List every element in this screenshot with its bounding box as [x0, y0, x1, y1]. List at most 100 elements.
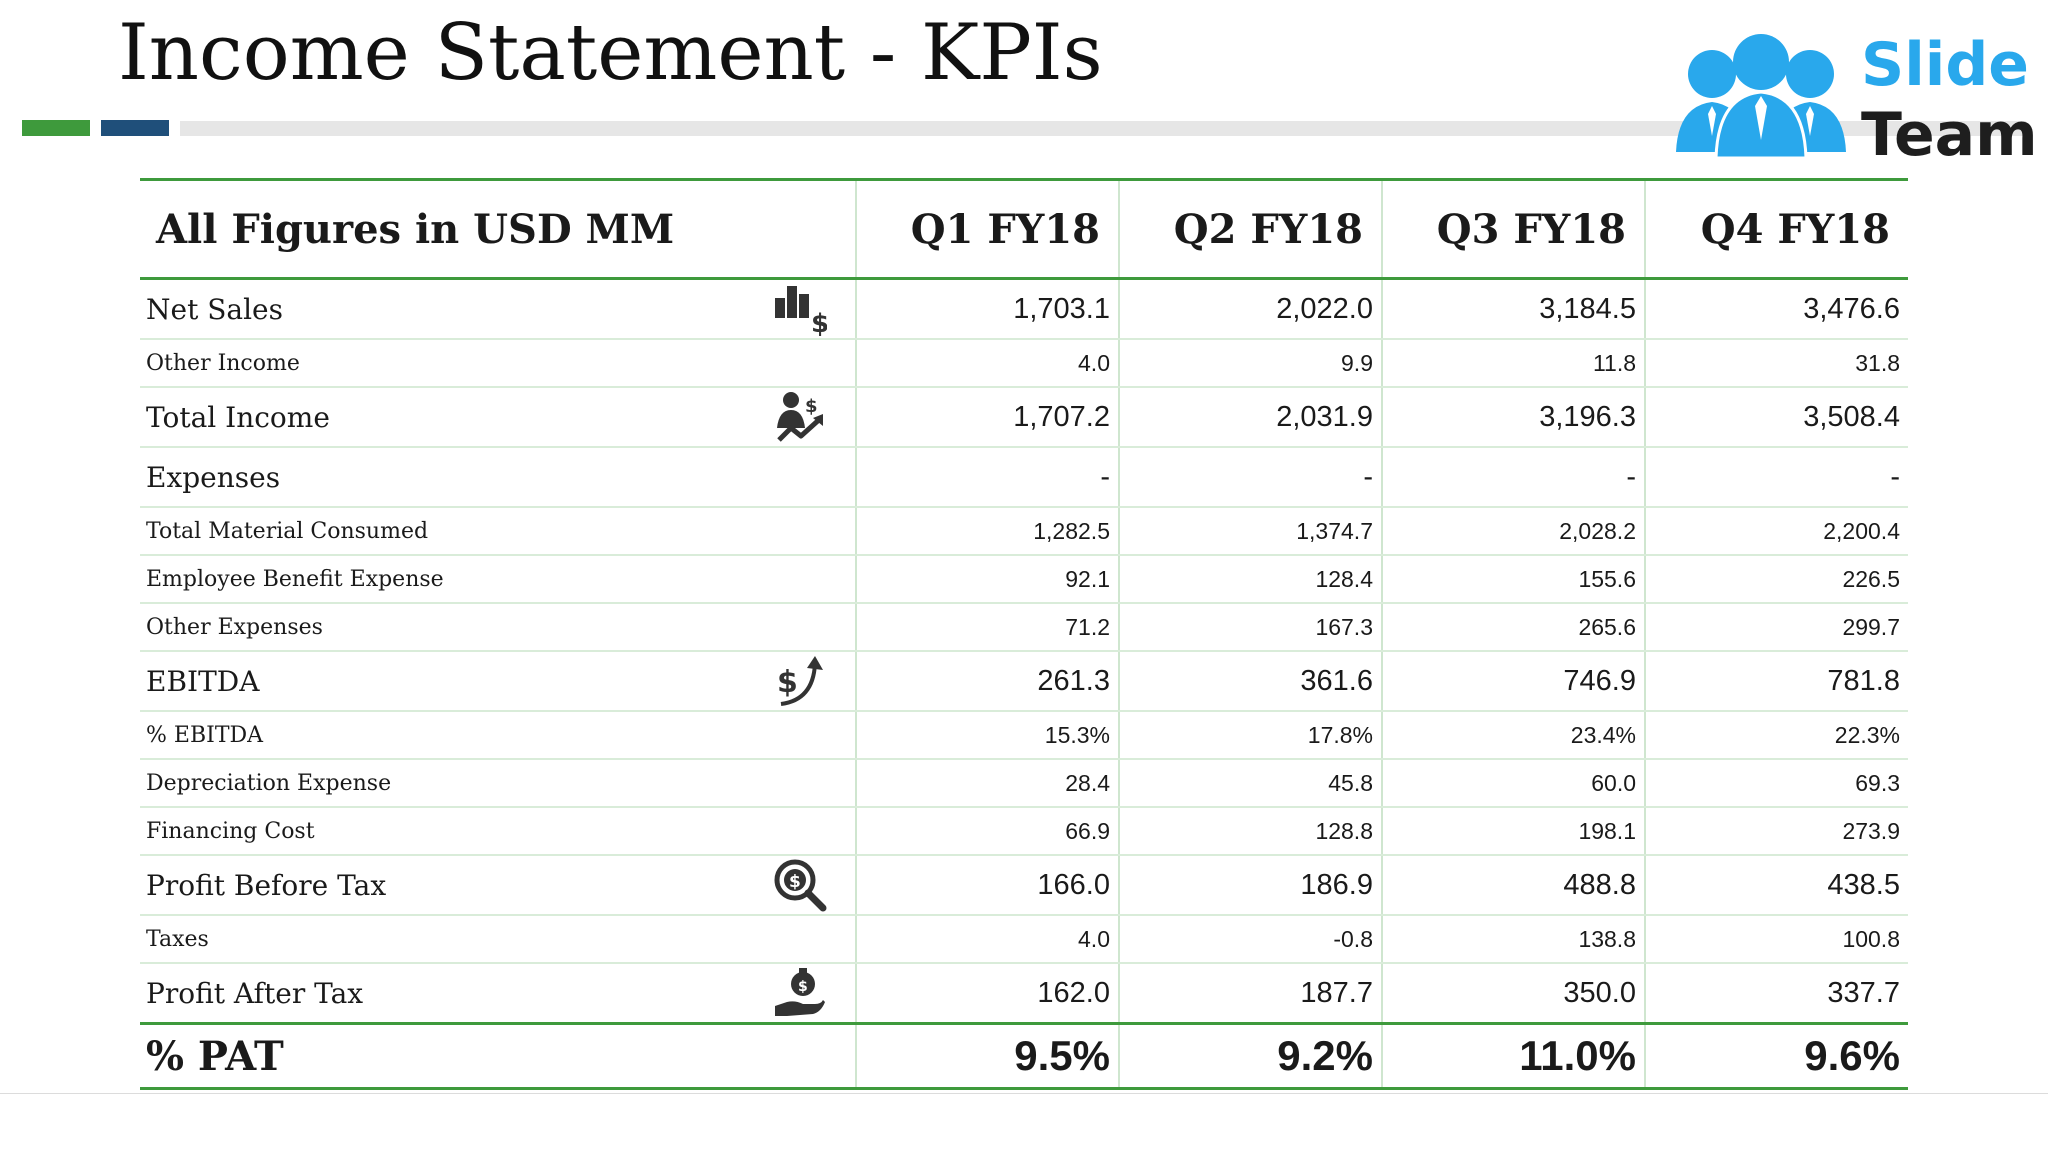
table-row: Net Sales $ 1,703.1 2,022.0 3,184.5 3,47…: [140, 278, 1908, 340]
table-row: Employee Benefit Expense 92.1 128.4 155.…: [140, 555, 1908, 604]
row-label: EBITDA: [146, 664, 260, 698]
accent-bar-green: [22, 120, 90, 136]
cell-value: 2,028.2: [1382, 507, 1646, 556]
svg-text:$: $: [798, 979, 808, 995]
cell-value: 299.7: [1645, 603, 1908, 652]
logo-text-slide: Slide: [1861, 30, 2029, 100]
cell-value: 1,703.1: [856, 278, 1120, 340]
svg-text:$: $: [789, 872, 801, 892]
cell-value: 3,476.6: [1645, 278, 1908, 340]
accent-bar-gray: [180, 121, 2026, 136]
table-row: Total Income $ 1,707.2 2,031.9 3,196.3 3…: [140, 387, 1908, 448]
svg-text:$: $: [811, 309, 827, 336]
table-row: Financing Cost 66.9 128.8 198.1 273.9: [140, 807, 1908, 856]
cell-value: 337.7: [1645, 963, 1908, 1025]
table-row: Profit After Tax $ 162.0 187.7 350.0 337…: [140, 963, 1908, 1025]
cell-value: -: [1382, 447, 1646, 508]
table-header-row: All Figures in USD MM Q1 FY18 Q2 FY18 Q3…: [140, 178, 1908, 280]
row-label: Other Income: [140, 339, 857, 388]
svg-text:$: $: [805, 396, 818, 417]
cell-value: -: [856, 447, 1120, 508]
page-title: Income Statement - KPIs: [118, 8, 1103, 98]
table-row: Other Expenses 71.2 167.3 265.6 299.7: [140, 603, 1908, 652]
cell-value: 187.7: [1119, 963, 1383, 1025]
cell-value: 22.3%: [1645, 711, 1908, 760]
cell-value: 71.2: [856, 603, 1120, 652]
cell-value: 4.0: [856, 915, 1120, 964]
cell-value: 45.8: [1119, 759, 1383, 808]
svg-text:$: $: [777, 665, 798, 700]
cell-value: 226.5: [1645, 555, 1908, 604]
cell-value: 28.4: [856, 759, 1120, 808]
row-label: % PAT: [140, 1023, 857, 1090]
cell-value: 261.3: [856, 651, 1120, 712]
row-label: Profit Before Tax: [146, 868, 387, 902]
kpi-table: All Figures in USD MM Q1 FY18 Q2 FY18 Q3…: [140, 178, 1908, 1090]
cell-value: 15.3%: [856, 711, 1120, 760]
row-label: % EBITDA: [140, 711, 857, 760]
slideteam-logo-icon: [1676, 34, 1846, 160]
row-label: Financing Cost: [140, 807, 857, 856]
cell-value: 265.6: [1382, 603, 1646, 652]
cell-value: 1,374.7: [1119, 507, 1383, 556]
cell-value: 186.9: [1119, 855, 1383, 916]
table-row: Depreciation Expense 28.4 45.8 60.0 69.3: [140, 759, 1908, 808]
row-label: Total Material Consumed: [140, 507, 857, 556]
cell-value: 128.4: [1119, 555, 1383, 604]
cell-value: 746.9: [1382, 651, 1646, 712]
row-label: Total Income: [146, 400, 330, 434]
cell-value: 166.0: [856, 855, 1120, 916]
cell-value: 69.3: [1645, 759, 1908, 808]
row-label: Employee Benefit Expense: [140, 555, 857, 604]
cell-value: 11.0%: [1382, 1023, 1646, 1090]
cell-value: 2,031.9: [1119, 387, 1383, 448]
header-q3: Q3 FY18: [1382, 178, 1646, 280]
row-label: Expenses: [140, 447, 857, 508]
cell-value: 3,508.4: [1645, 387, 1908, 448]
cell-value: 92.1: [856, 555, 1120, 604]
table-row: Taxes 4.0 -0.8 138.8 100.8: [140, 915, 1908, 964]
row-label-cell: EBITDA $: [140, 651, 857, 712]
logo-text-team: Team: [1861, 100, 2038, 170]
header-figures-label: All Figures in USD MM: [140, 178, 857, 280]
cell-value: 198.1: [1382, 807, 1646, 856]
cell-value: 350.0: [1382, 963, 1646, 1025]
cell-value: 11.8: [1382, 339, 1646, 388]
cell-value: 273.9: [1645, 807, 1908, 856]
cell-value: 155.6: [1382, 555, 1646, 604]
cell-value: 2,200.4: [1645, 507, 1908, 556]
cell-value: 60.0: [1382, 759, 1646, 808]
row-label: Net Sales: [146, 292, 283, 326]
cell-value: 488.8: [1382, 855, 1646, 916]
accent-bar-blue: [101, 120, 169, 136]
header-q1: Q1 FY18: [856, 178, 1120, 280]
footer-divider: [0, 1093, 2048, 1094]
cell-value: 9.2%: [1119, 1023, 1383, 1090]
dollar-arrow-up-icon: $: [773, 654, 827, 708]
cell-value: 66.9: [856, 807, 1120, 856]
row-label: Taxes: [140, 915, 857, 964]
cell-value: 2,022.0: [1119, 278, 1383, 340]
row-label-cell: Profit Before Tax $: [140, 855, 857, 916]
cell-value: 128.8: [1119, 807, 1383, 856]
table-row: Total Material Consumed 1,282.5 1,374.7 …: [140, 507, 1908, 556]
row-label: Profit After Tax: [146, 976, 364, 1010]
cell-value: 361.6: [1119, 651, 1383, 712]
cell-value: 3,196.3: [1382, 387, 1646, 448]
row-label: Other Expenses: [140, 603, 857, 652]
hand-money-bag-icon: $: [773, 966, 827, 1020]
dollar-magnifier-icon: $: [773, 858, 827, 912]
cell-value: 162.0: [856, 963, 1120, 1025]
row-label: Depreciation Expense: [140, 759, 857, 808]
table-row: EBITDA $ 261.3 361.6 746.9 781.8: [140, 651, 1908, 712]
cell-value: -: [1119, 447, 1383, 508]
cell-value: 17.8%: [1119, 711, 1383, 760]
cell-value: 1,707.2: [856, 387, 1120, 448]
bar-chart-dollar-icon: $: [773, 282, 827, 336]
cell-value: 9.5%: [856, 1023, 1120, 1090]
header-q2: Q2 FY18: [1119, 178, 1383, 280]
table-row: Other Income 4.0 9.9 11.8 31.8: [140, 339, 1908, 388]
cell-value: 781.8: [1645, 651, 1908, 712]
cell-value: -0.8: [1119, 915, 1383, 964]
cell-value: 31.8: [1645, 339, 1908, 388]
